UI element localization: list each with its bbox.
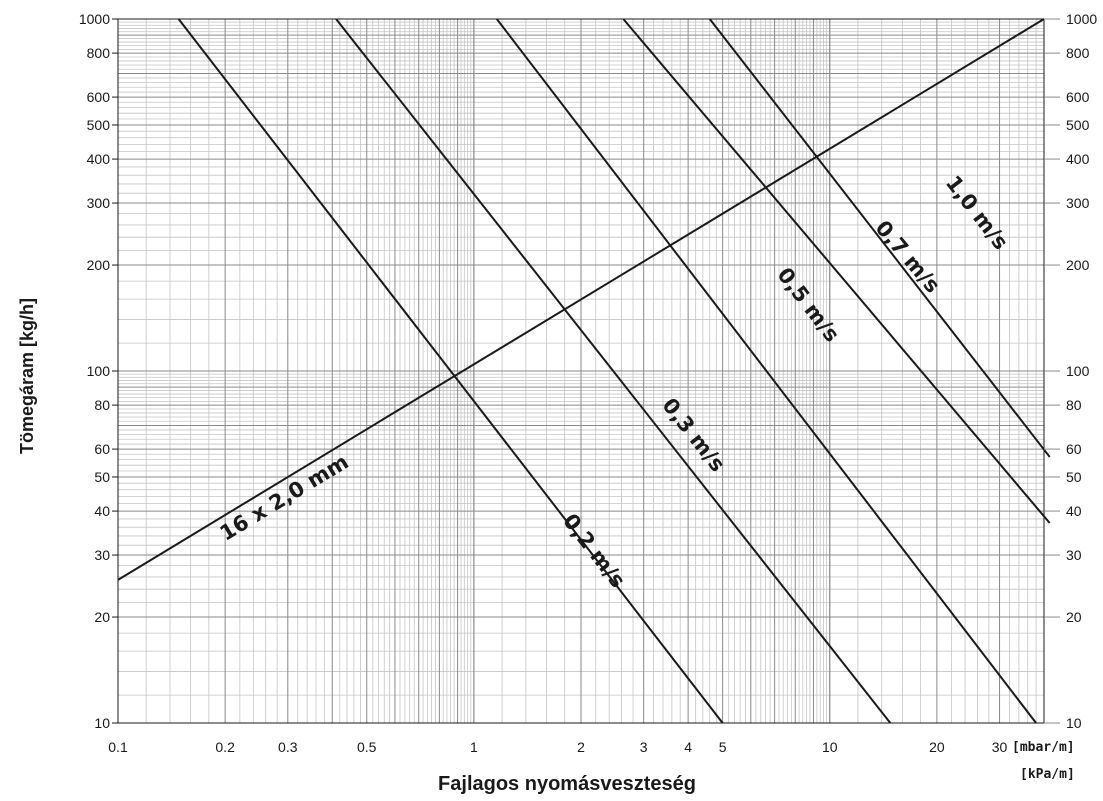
y-tick-label-left: 400 <box>87 151 111 167</box>
y-tick-label-left: 800 <box>87 45 111 61</box>
y-tick-label-right: 40 <box>1066 503 1082 519</box>
y-tick-label-right: 600 <box>1066 89 1090 105</box>
x-tick-label: 1 <box>470 739 478 755</box>
x-tick-label: 0.3 <box>278 739 298 755</box>
x-tick-label: 0.5 <box>357 739 377 755</box>
y-tick-label-right: 20 <box>1066 609 1082 625</box>
ticks-layer: 0.1 0.2 0.3 0.5 1 2 3 4 5 10 20 30 10 10 20 20 30 30 40 40 5… <box>79 11 1098 755</box>
series-line-5 <box>708 18 1051 458</box>
y-tick-label-right: 80 <box>1066 397 1082 413</box>
x-tick-label: 4 <box>684 739 692 755</box>
y-tick-label-right: 400 <box>1066 151 1090 167</box>
y-tick-label-right: 60 <box>1066 441 1082 457</box>
y-tick-label-left: 500 <box>87 117 111 133</box>
series-line-4 <box>622 18 1051 524</box>
y-tick-label-left: 1000 <box>79 11 110 27</box>
x-axis-title: Fajlagos nyomásveszteség <box>438 773 696 795</box>
y-tick-label-right: 1000 <box>1066 11 1097 27</box>
x-tick-label: 10 <box>822 739 838 755</box>
y-tick-label-right: 100 <box>1066 363 1090 379</box>
y-tick-label-left: 60 <box>94 441 110 457</box>
series-line-3 <box>496 18 1037 724</box>
x-tick-label: 30 <box>992 739 1008 755</box>
series-line-0 <box>117 18 1045 581</box>
x-tick-label: 0.2 <box>215 739 235 755</box>
series-label-1: 0,2 m/s <box>558 509 630 592</box>
y-tick-label-right: 10 <box>1066 715 1082 731</box>
y-tick-label-left: 10 <box>94 715 110 731</box>
y-tick-label-right: 300 <box>1066 195 1090 211</box>
y-axis-title: Tömegáram [kg/h] <box>17 298 37 454</box>
y-tick-label-left: 300 <box>87 195 111 211</box>
y-tick-label-left: 80 <box>94 397 110 413</box>
series-line-2 <box>335 18 892 724</box>
x-tick-label: 3 <box>640 739 648 755</box>
y-tick-label-right: 50 <box>1066 469 1082 485</box>
y-tick-label-left: 100 <box>87 363 111 379</box>
y-tick-label-left: 40 <box>94 503 110 519</box>
x-tick-label: 2 <box>577 739 585 755</box>
y-tick-label-left: 20 <box>94 609 110 625</box>
y-tick-label-left: 600 <box>87 89 111 105</box>
x-unit-kpa: [kPa/m] <box>1020 767 1075 782</box>
x-unit-mbar: [mbar/m] <box>1012 740 1075 755</box>
grid-major <box>118 19 1044 723</box>
y-tick-label-left: 200 <box>87 257 111 273</box>
y-tick-label-right: 200 <box>1066 257 1090 273</box>
y-tick-label-right: 30 <box>1066 547 1082 563</box>
y-tick-label-right: 800 <box>1066 45 1090 61</box>
x-tick-label: 0.1 <box>108 739 128 755</box>
x-tick-label: 20 <box>929 739 945 755</box>
y-tick-label-right: 500 <box>1066 117 1090 133</box>
y-tick-label-left: 30 <box>94 547 110 563</box>
x-tick-label: 5 <box>719 739 727 755</box>
y-tick-label-left: 50 <box>94 469 110 485</box>
series-line-1 <box>177 18 724 724</box>
